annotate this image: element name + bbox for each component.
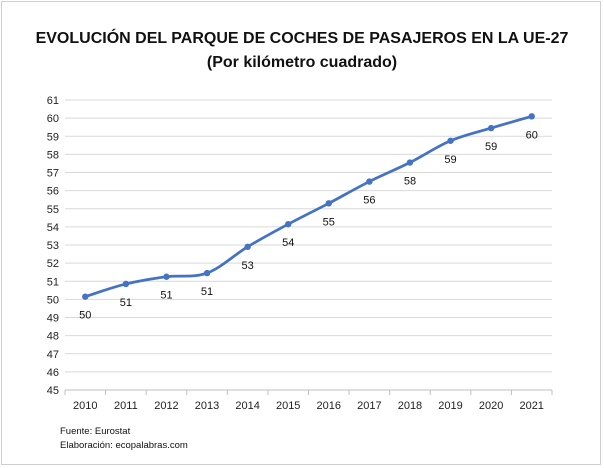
y-tick-label: 45	[47, 385, 59, 397]
y-tick-label: 48	[47, 331, 59, 343]
axes	[64, 389, 553, 395]
y-tick-label: 57	[47, 168, 59, 180]
y-tick-label: 55	[47, 204, 59, 216]
y-tick-label: 54	[47, 222, 59, 234]
y-tick-label: 58	[47, 149, 59, 161]
x-tick-label: 2020	[479, 400, 503, 412]
credit-note: Elaboración: ecopalabras.com	[60, 440, 188, 451]
data-label-2012: 51	[160, 290, 172, 302]
chart-subtitle: (Por kilómetro cuadrado)	[206, 54, 398, 71]
x-tick-label: 2011	[114, 400, 138, 412]
x-tick-label: 2010	[73, 400, 97, 412]
data-label-2014: 53	[242, 260, 254, 272]
x-axis-tick-labels: 2010 2011 2012 2013 2014 2015 2016 2017 2018 2019…	[73, 400, 544, 412]
data-label-2017: 56	[363, 195, 375, 207]
data-label-2016: 55	[323, 216, 335, 228]
data-point-2016	[325, 200, 332, 207]
data-point-2020	[487, 124, 495, 132]
y-tick-label: 59	[47, 131, 59, 143]
x-tick-label: 2019	[438, 400, 462, 412]
series-group	[82, 113, 535, 300]
data-label-2011: 51	[120, 297, 132, 309]
data-label-2013: 51	[201, 286, 213, 298]
data-point-2018	[406, 159, 414, 166]
chart-title: EVOLUCIÓN DEL PARQUE DE COCHES DE PASAJE…	[35, 30, 569, 47]
y-tick-label: 56	[47, 186, 59, 198]
x-tick-label: 2012	[154, 400, 178, 412]
y-tick-label: 49	[47, 313, 59, 325]
series-line	[83, 114, 534, 299]
y-tick-label: 51	[47, 276, 59, 288]
data-point-2021	[528, 113, 535, 120]
y-tick-label: 46	[47, 367, 59, 379]
data-point-2013	[203, 269, 211, 277]
y-tick-label: 47	[47, 349, 59, 361]
data-point-2010	[82, 293, 89, 300]
data-point-2015	[285, 220, 292, 228]
x-tick-label: 2015	[276, 400, 300, 412]
data-label-2015: 54	[282, 237, 294, 249]
x-tick-label: 2016	[317, 400, 341, 412]
data-label-2020: 59	[485, 141, 497, 153]
data-labels: 50 51 51 51 53 54 55 56 58 59 59 60	[79, 129, 538, 321]
data-point-2012	[163, 273, 170, 280]
x-tick-label: 2021	[519, 400, 543, 412]
data-label-2021: 60	[526, 129, 538, 141]
x-tick-label: 2018	[398, 400, 422, 412]
data-label-2018: 58	[404, 176, 416, 188]
data-label-2010: 50	[79, 310, 91, 322]
x-tick-label: 2013	[195, 400, 219, 412]
gridlines	[65, 99, 552, 373]
data-point-2017	[366, 178, 373, 185]
data-point-2011	[122, 280, 130, 288]
source-note: Fuente: Eurostat	[60, 426, 131, 437]
data-point-2019	[447, 137, 454, 144]
x-tick-label: 2017	[357, 400, 381, 412]
y-tick-label: 61	[47, 95, 59, 107]
x-tick-label: 2014	[235, 400, 259, 412]
data-point-2014	[244, 243, 251, 251]
y-axis-tick-labels: 45 46 47 48 49 50 51 52 53 54 55 56 57 58 59 60 61	[47, 95, 59, 397]
y-tick-label: 50	[47, 294, 59, 306]
y-tick-label: 52	[47, 258, 59, 270]
data-label-2019: 59	[444, 154, 456, 166]
y-tick-label: 53	[47, 240, 59, 252]
y-tick-label: 60	[47, 113, 59, 125]
